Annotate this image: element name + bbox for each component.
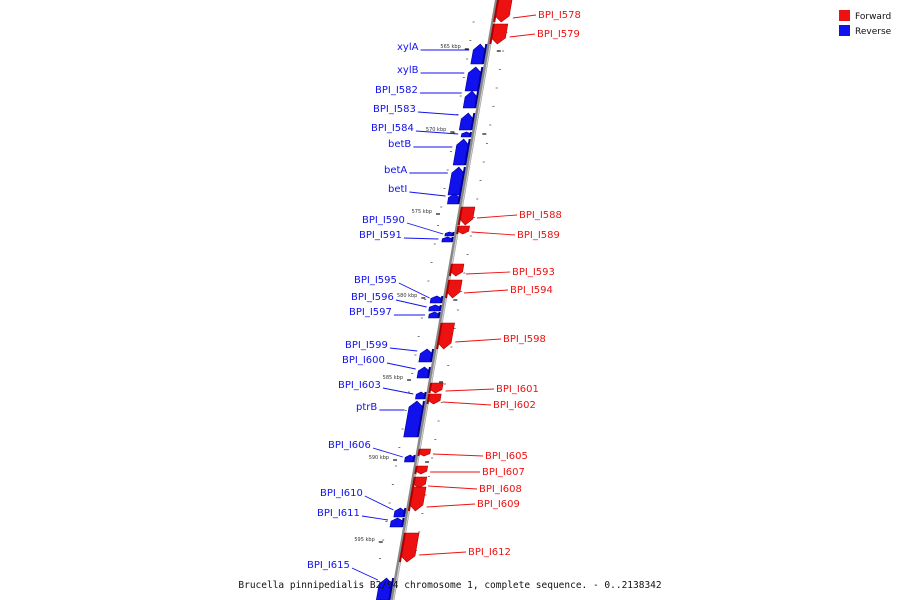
gene-bpi-i611[interactable]: BPI_I611	[317, 508, 405, 528]
gene-bpi-i579[interactable]: BPI_I579	[489, 23, 580, 45]
gene-bpi-i584[interactable]: BPI_I584	[371, 123, 472, 138]
gene-label[interactable]: BPI_I603	[338, 380, 381, 391]
gene-label[interactable]: BPI_I588	[519, 210, 562, 221]
kbp-tick-label: 590 kbp	[369, 455, 389, 461]
gene-xyla[interactable]: xylA	[397, 42, 488, 65]
gene-label[interactable]: BPI_I615	[307, 560, 350, 571]
kbp-tick-label: 585 kbp	[383, 375, 403, 381]
kbp-ticks: 565 kbp 570 kbp 575 kbp 580 kbp 585 kbp 590 k…	[354, 44, 501, 545]
gene-bpi-i602[interactable]: BPI_I602	[426, 393, 536, 411]
gene-label[interactable]: BPI_I594	[510, 285, 553, 296]
gene-bpi-i609[interactable]: BPI_I609	[407, 486, 520, 512]
gene-label[interactable]: BPI_I584	[371, 123, 414, 134]
gene-bpi-i578[interactable]: BPI_I578	[493, 0, 581, 23]
gene-label[interactable]: xylB	[397, 65, 419, 76]
gene-bpi-i612[interactable]: BPI_I612	[398, 532, 511, 563]
sequence-caption: Brucella pinnipedialis B2/94 chromosome …	[238, 580, 661, 591]
forward-swatch	[839, 10, 850, 21]
kbp-tick: 580 kbp	[397, 293, 458, 301]
gene-xylb[interactable]: xylB	[397, 65, 484, 92]
gene-label[interactable]: BPI_I609	[477, 499, 520, 510]
gene-label[interactable]: betI	[388, 184, 407, 195]
kbp-tick: 570 kbp	[426, 127, 487, 135]
gene-label[interactable]: BPI_I610	[320, 488, 363, 499]
gene-label[interactable]: BPI_I589	[517, 230, 560, 241]
gene-label[interactable]: BPI_I600	[342, 355, 385, 366]
gene-bpi-i606[interactable]: BPI_I606	[328, 440, 416, 463]
gene-bpi-i599[interactable]: BPI_I599	[345, 340, 435, 363]
kbp-tick-label: 565 kbp	[440, 44, 460, 50]
gene-label[interactable]: BPI_I611	[317, 508, 360, 519]
gene-bpi-i597[interactable]: BPI_I597	[349, 307, 441, 319]
gene-bpi-i591[interactable]: BPI_I591	[359, 230, 454, 243]
gene-label[interactable]: BPI_I599	[345, 340, 388, 351]
gene-label[interactable]: BPI_I597	[349, 307, 392, 318]
gene-bpi-i615[interactable]: BPI_I615	[307, 560, 395, 600]
gene-beti[interactable]: betI	[388, 184, 462, 205]
gene-bpi-i589[interactable]: BPI_I589	[456, 225, 560, 241]
forward-legend-label: Forward	[855, 12, 891, 22]
gene-label[interactable]: BPI_I583	[373, 104, 416, 115]
kbp-tick-label: 575 kbp	[412, 209, 432, 215]
gene-bpi-i608[interactable]: BPI_I608	[411, 476, 522, 495]
gene-label[interactable]: BPI_I590	[362, 215, 405, 226]
gene-label[interactable]: BPI_I602	[493, 400, 536, 411]
gene-bpi-i582[interactable]: BPI_I582	[375, 85, 480, 109]
gene-bpi-i590[interactable]: BPI_I590	[362, 215, 455, 237]
gene-bpi-i596[interactable]: BPI_I596	[351, 292, 442, 312]
gene-bpi-i607[interactable]: BPI_I607	[414, 465, 525, 478]
gene-bpi-i595[interactable]: BPI_I595	[354, 275, 444, 304]
gene-label[interactable]: betA	[384, 165, 407, 176]
kbp-tick: 565 kbp	[440, 44, 501, 52]
gene-label[interactable]: BPI_I593	[512, 267, 555, 278]
gene-label[interactable]: betB	[388, 139, 411, 150]
gene-bpi-i588[interactable]: BPI_I588	[457, 206, 562, 226]
gene-label[interactable]: BPI_I598	[503, 334, 546, 345]
gene-bpi-i605[interactable]: BPI_I605	[417, 448, 528, 462]
gene-betb[interactable]: betB	[388, 138, 471, 166]
gene-label[interactable]: BPI_I607	[482, 467, 525, 478]
gene-features: BPI_I578 BPI_I579 xylA xylB BPI_I582 BPI_I583…	[307, 0, 581, 600]
kbp-tick: 590 kbp	[369, 455, 430, 463]
gene-label[interactable]: BPI_I608	[479, 484, 522, 495]
gene-label[interactable]: BPI_I582	[375, 85, 418, 96]
gene-label[interactable]: BPI_I579	[537, 29, 580, 40]
reverse-legend-label: Reverse	[855, 27, 892, 37]
kbp-tick: 585 kbp	[383, 375, 444, 383]
gene-bpi-i583[interactable]: BPI_I583	[373, 104, 476, 131]
kbp-tick-label: 570 kbp	[426, 127, 446, 133]
gene-ptrb[interactable]: ptrB	[356, 400, 426, 438]
gene-label[interactable]: BPI_I596	[351, 292, 394, 303]
gene-bpi-i593[interactable]: BPI_I593	[448, 263, 555, 278]
gene-label[interactable]: BPI_I612	[468, 547, 511, 558]
gene-label[interactable]: BPI_I595	[354, 275, 397, 286]
gene-label[interactable]: ptrB	[356, 402, 377, 413]
gene-label[interactable]: BPI_I601	[496, 384, 539, 395]
gene-label[interactable]: BPI_I605	[485, 451, 528, 462]
gene-beta[interactable]: betA	[384, 165, 466, 196]
gene-label[interactable]: xylA	[397, 42, 419, 53]
gene-bpi-i594[interactable]: BPI_I594	[445, 279, 553, 299]
kbp-tick-label: 595 kbp	[354, 537, 374, 543]
gene-bpi-i600[interactable]: BPI_I600	[342, 355, 431, 379]
gene-label[interactable]: BPI_I591	[359, 230, 402, 241]
gene-bpi-i598[interactable]: BPI_I598	[436, 322, 546, 350]
strand-legend: Forward Reverse	[839, 10, 892, 37]
gene-bpi-i610[interactable]: BPI_I610	[320, 488, 407, 518]
gene-label[interactable]: BPI_I578	[538, 10, 581, 21]
reverse-swatch	[839, 25, 850, 36]
gene-label[interactable]: BPI_I606	[328, 440, 371, 451]
kbp-tick-label: 580 kbp	[397, 293, 417, 299]
gene-bpi-i601[interactable]: BPI_I601	[428, 382, 539, 395]
gene-bpi-i603[interactable]: BPI_I603	[338, 380, 427, 400]
